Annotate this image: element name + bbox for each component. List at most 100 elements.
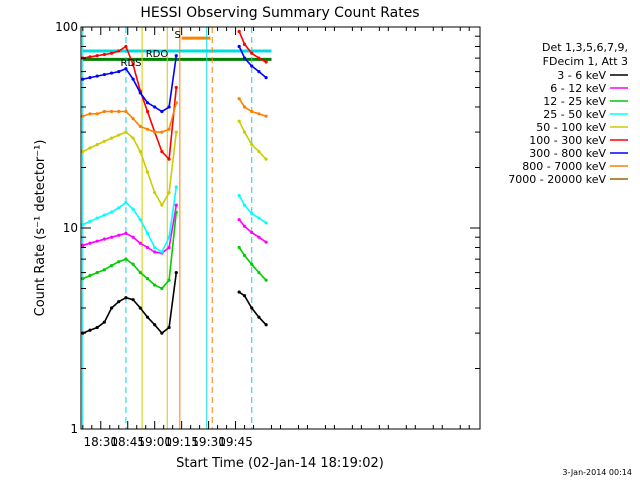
data-point bbox=[138, 124, 142, 129]
data-point bbox=[264, 60, 268, 64]
y-tick-label: 10 bbox=[63, 221, 78, 235]
data-point bbox=[174, 130, 178, 134]
data-point bbox=[81, 243, 85, 247]
data-point bbox=[131, 298, 135, 302]
data-point bbox=[145, 170, 150, 174]
annotation-label: RDS bbox=[121, 58, 142, 69]
data-point bbox=[95, 74, 99, 78]
data-point bbox=[242, 42, 247, 46]
data-point bbox=[88, 328, 92, 332]
legend-entry-label: 7000 - 20000 keV bbox=[508, 173, 606, 186]
series-line bbox=[82, 102, 178, 133]
data-point bbox=[153, 245, 157, 250]
legend-header: Det 1,3,5,6,7,9, bbox=[542, 41, 628, 54]
data-point bbox=[250, 230, 254, 235]
data-point bbox=[102, 268, 106, 272]
plot-frame bbox=[80, 26, 481, 430]
data-point bbox=[138, 270, 142, 275]
data-point bbox=[250, 211, 254, 216]
data-point bbox=[167, 127, 171, 131]
data-point bbox=[250, 51, 254, 55]
data-point bbox=[81, 114, 85, 118]
data-point bbox=[145, 277, 150, 281]
legend-entry-label: 800 - 7000 keV bbox=[522, 160, 606, 173]
data-point bbox=[257, 149, 261, 154]
data-point bbox=[153, 130, 157, 134]
y-tick-label: 100 bbox=[55, 20, 78, 34]
data-point bbox=[138, 149, 142, 154]
data-point bbox=[124, 296, 128, 300]
data-point bbox=[81, 277, 85, 281]
data-point bbox=[237, 44, 241, 49]
data-point bbox=[117, 133, 121, 137]
data-point bbox=[102, 139, 106, 143]
data-point bbox=[109, 210, 114, 214]
data-point bbox=[160, 149, 164, 154]
data-point bbox=[145, 231, 150, 236]
data-point bbox=[102, 213, 106, 217]
data-point bbox=[81, 149, 85, 154]
data-point bbox=[167, 245, 171, 250]
legend-entry-label: 3 - 6 keV bbox=[557, 69, 606, 82]
data-point bbox=[257, 216, 261, 220]
data-point bbox=[250, 64, 254, 68]
x-tick-label: 18:45 bbox=[110, 435, 145, 449]
legend-header: FDecim 1, Att 3 bbox=[543, 55, 628, 68]
data-point bbox=[153, 191, 157, 195]
data-point bbox=[131, 136, 135, 140]
series-line bbox=[82, 272, 178, 335]
data-point bbox=[124, 109, 128, 114]
data-point bbox=[131, 63, 135, 67]
series-line bbox=[238, 120, 267, 160]
data-point bbox=[264, 240, 268, 244]
data-point bbox=[264, 278, 268, 282]
data-point bbox=[174, 185, 178, 189]
data-point bbox=[167, 325, 171, 330]
legend-entry-label: 25 - 50 keV bbox=[543, 108, 606, 121]
data-point bbox=[145, 101, 150, 105]
data-point bbox=[174, 101, 178, 105]
data-point bbox=[250, 142, 254, 147]
data-point bbox=[124, 130, 128, 134]
data-point bbox=[109, 235, 114, 239]
series-line bbox=[82, 204, 178, 254]
data-point bbox=[109, 136, 114, 140]
plot-content: RDO RDS S bbox=[81, 27, 272, 429]
legend: Det 1,3,5,6,7,9,FDecim 1, Att 33 - 6 keV… bbox=[508, 41, 628, 186]
data-point bbox=[257, 270, 261, 275]
data-point bbox=[117, 206, 121, 210]
data-point bbox=[242, 130, 247, 134]
data-point bbox=[160, 130, 164, 134]
data-point bbox=[117, 109, 121, 114]
data-point bbox=[237, 245, 241, 250]
data-point bbox=[88, 273, 92, 278]
data-point bbox=[174, 210, 178, 214]
legend-entry-label: 300 - 800 keV bbox=[529, 147, 606, 160]
annotation-label: RDO bbox=[146, 49, 169, 60]
series-line bbox=[238, 219, 267, 243]
data-point bbox=[95, 54, 99, 58]
legend-entry-label: 50 - 100 keV bbox=[536, 121, 606, 134]
data-point bbox=[124, 257, 128, 261]
data-point bbox=[264, 323, 268, 327]
data-point bbox=[257, 56, 261, 60]
data-point bbox=[117, 300, 121, 304]
data-point bbox=[237, 119, 241, 123]
data-point bbox=[242, 294, 247, 298]
data-point bbox=[102, 237, 106, 241]
data-point bbox=[250, 262, 254, 266]
data-point bbox=[264, 157, 268, 161]
legend-entry-label: 12 - 25 keV bbox=[543, 95, 606, 108]
legend-entry-label: 100 - 300 keV bbox=[529, 134, 606, 147]
data-point bbox=[167, 191, 171, 195]
data-point bbox=[109, 109, 114, 114]
data-point bbox=[257, 69, 261, 74]
data-point bbox=[138, 91, 142, 95]
data-point bbox=[95, 270, 99, 275]
x-axis-label: Start Time (02-Jan-14 18:19:02) bbox=[176, 456, 384, 471]
data-point bbox=[237, 97, 241, 101]
data-point bbox=[160, 286, 164, 291]
data-point bbox=[160, 250, 164, 254]
